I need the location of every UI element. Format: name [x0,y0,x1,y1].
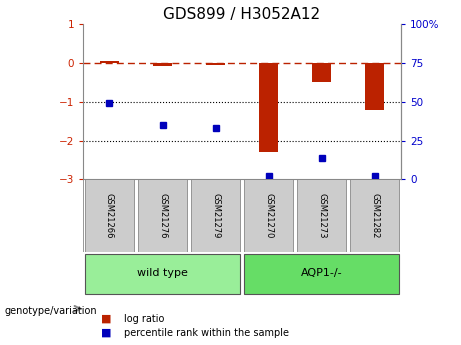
Text: GSM21279: GSM21279 [211,193,220,238]
Text: ■: ■ [101,328,112,338]
Bar [153,63,172,66]
Text: GSM21270: GSM21270 [264,193,273,238]
Bar [365,63,384,110]
Bar [350,179,399,252]
Bar [206,63,225,65]
Title: GDS899 / H3052A12: GDS899 / H3052A12 [164,7,320,22]
Bar [312,63,331,82]
Bar [85,254,240,294]
Text: percentile rank within the sample: percentile rank within the sample [124,328,290,338]
Bar [244,179,293,252]
Bar [191,179,240,252]
Text: GSM21273: GSM21273 [317,193,326,238]
Text: log ratio: log ratio [124,314,165,324]
Text: AQP1-/-: AQP1-/- [301,268,343,278]
Bar [85,179,134,252]
Text: ■: ■ [101,314,112,324]
Bar [297,179,346,252]
Bar [259,63,278,152]
Text: GSM21266: GSM21266 [105,193,114,238]
Bar [244,254,399,294]
Text: GSM21276: GSM21276 [158,193,167,238]
Text: GSM21282: GSM21282 [370,193,379,238]
Text: wild type: wild type [137,268,188,278]
Bar [138,179,187,252]
Bar [100,61,119,63]
Text: genotype/variation: genotype/variation [5,306,97,315]
